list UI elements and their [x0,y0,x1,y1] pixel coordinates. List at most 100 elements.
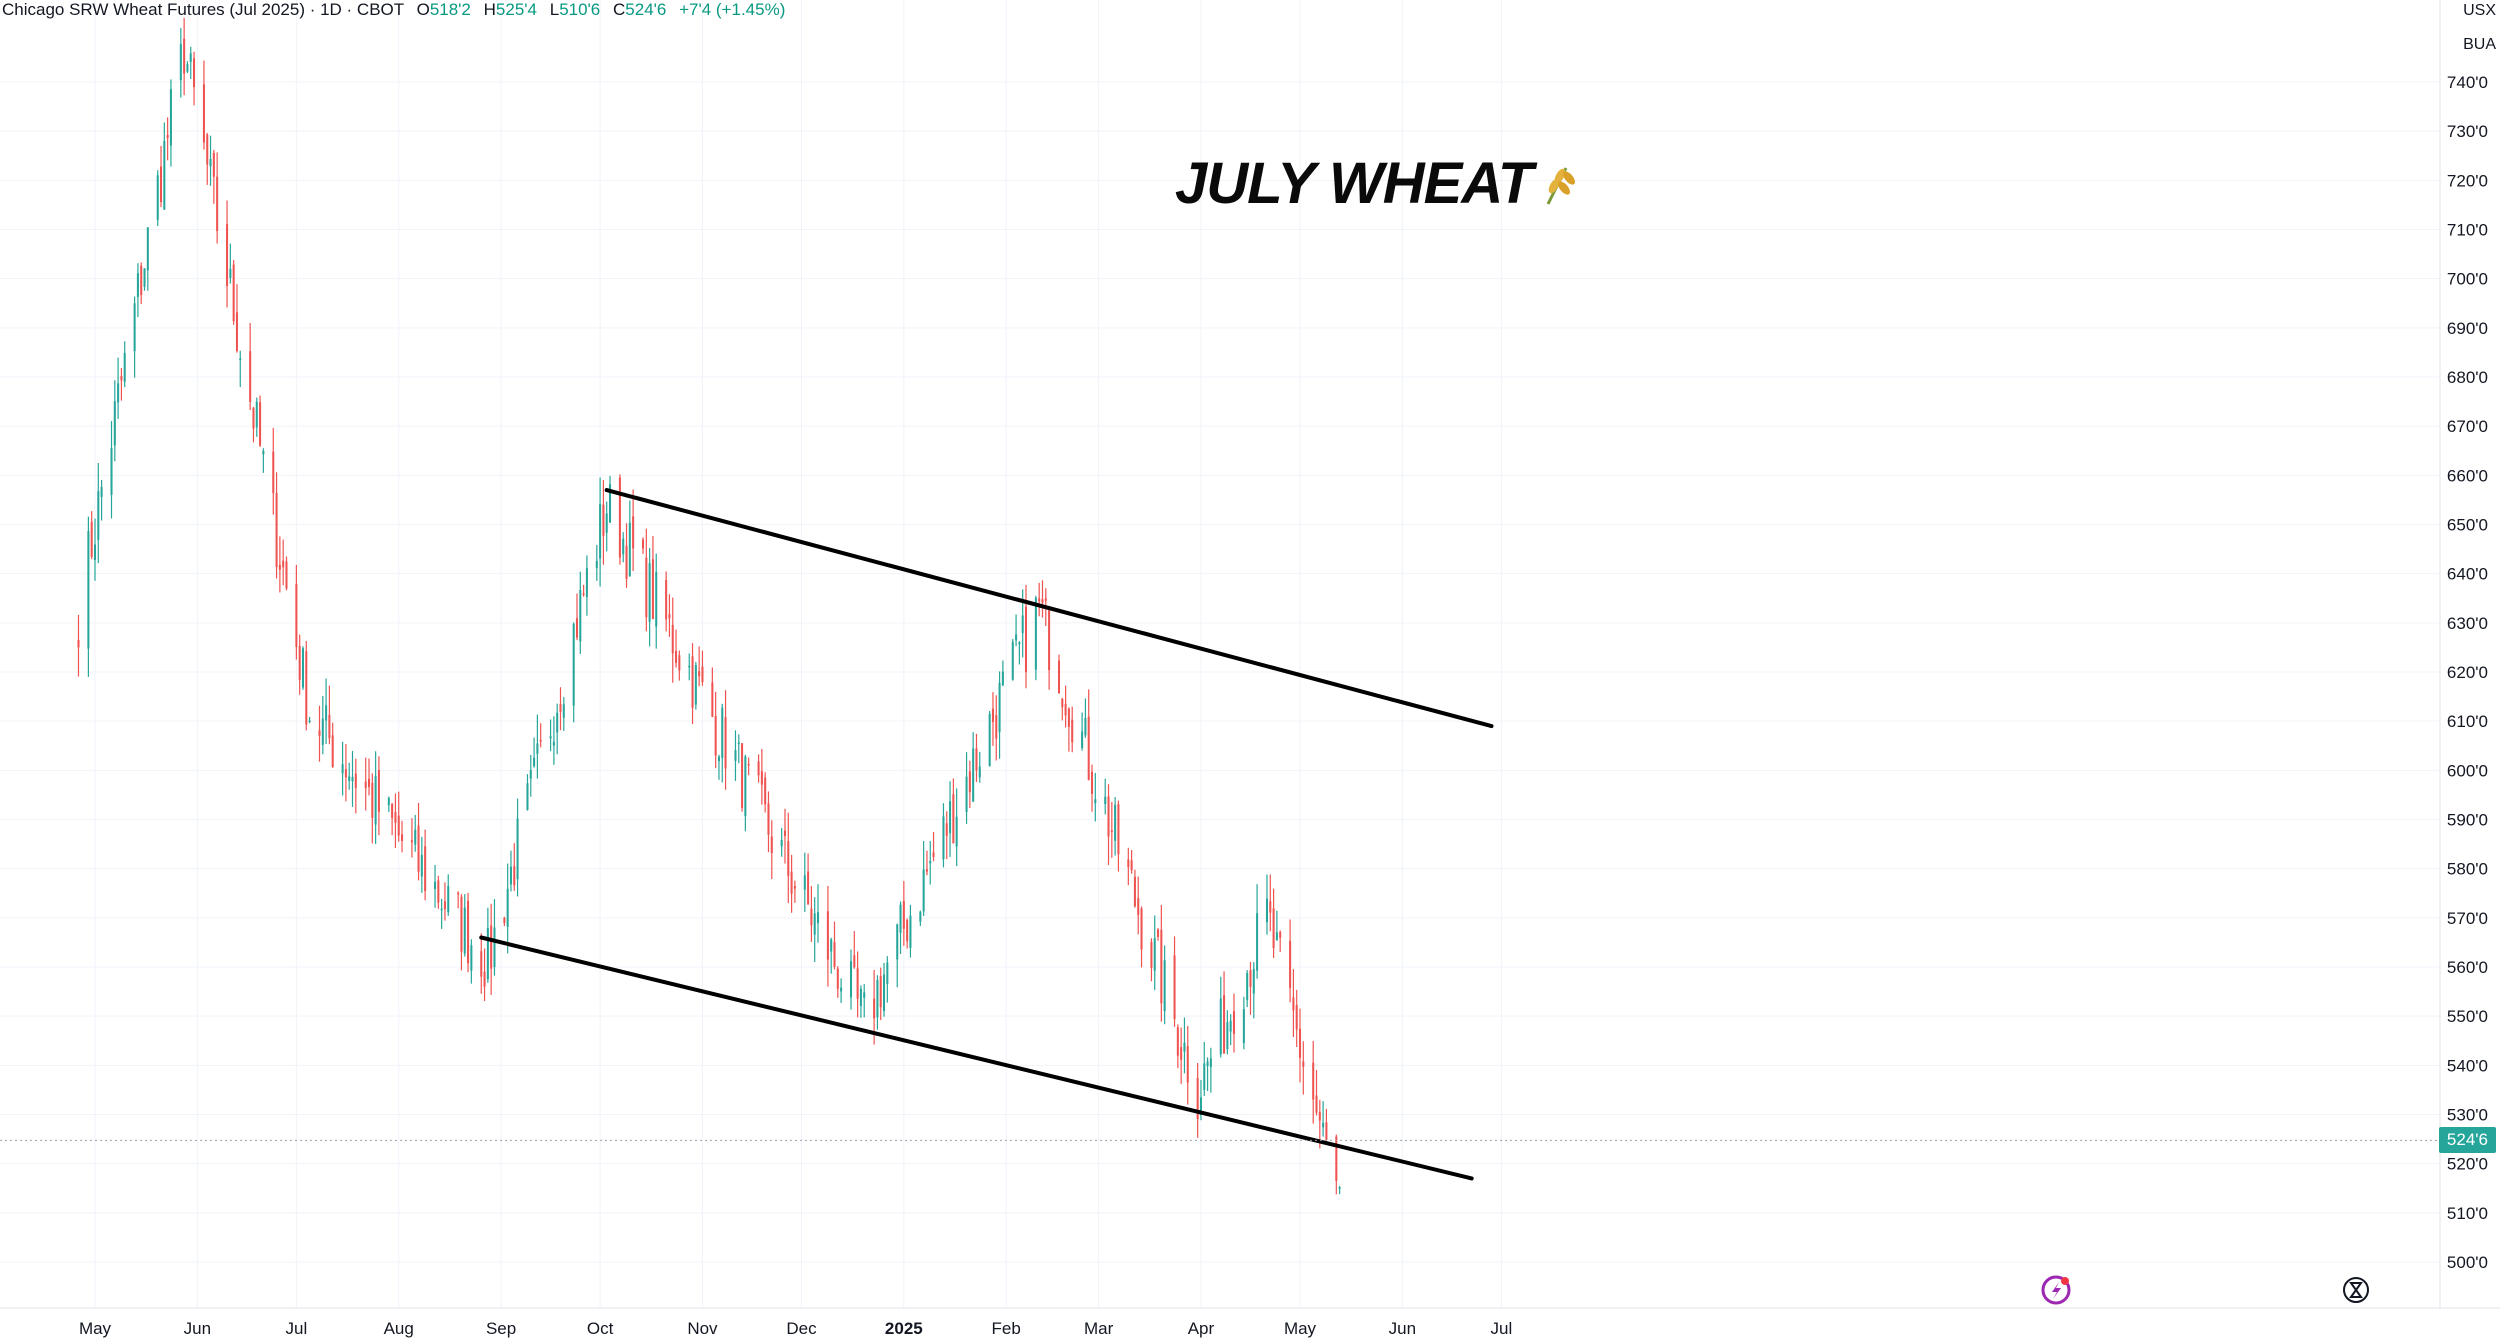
candle-body [351,776,354,782]
candle-body [955,816,958,847]
candle-body [1312,1062,1315,1100]
candle-body [1021,615,1024,634]
candle-body [189,53,192,62]
y-tick-label: 510'0 [2447,1204,2488,1223]
change-value: +7'4 (+1.45%) [679,0,786,19]
candle-body [978,766,981,778]
candle-body [1335,1136,1338,1181]
candle-body [849,961,853,998]
candle-body [602,504,605,536]
candle-body [298,645,301,681]
candle-body [539,739,542,742]
candle-body [249,351,252,402]
candle-body [698,671,701,677]
x-tick-label: Sep [486,1319,516,1338]
candle-body [533,757,536,767]
candle-body [856,968,859,999]
candle-body [301,648,305,688]
candle-body [113,401,116,446]
candle-body [605,513,608,533]
candle-body [1176,1027,1179,1056]
candle-body [202,84,205,143]
candle-body [367,778,371,788]
candle-body [1024,606,1028,672]
candle-body [434,881,437,890]
x-tick-label: May [1284,1319,1317,1338]
candle-body [1071,719,1074,743]
candles [77,17,1341,1195]
x-tick-label: Jul [286,1319,308,1338]
candle-body [1044,598,1047,601]
candle-body [146,227,149,271]
candle-body [275,492,278,568]
candle-body [1015,634,1018,641]
last-price-badge: 524'6 [2438,1127,2496,1154]
candle-body [932,852,935,857]
candle-body [1081,731,1084,749]
candle-body [1038,598,1041,602]
candle-body [595,560,598,569]
candle-body [665,579,668,620]
candle-body [93,544,97,560]
y-tick-label: 560'0 [2447,958,2488,977]
candle-body [886,962,889,985]
candle-body [608,484,612,523]
candle-body [655,571,658,627]
candle-body [1292,997,1295,1011]
candle-body [648,563,651,622]
candle-body [272,451,275,494]
chart-legend: Chicago SRW Wheat Futures (Jul 2025) · 1… [2,0,785,20]
candle-body [949,801,952,833]
y-tick-label: 630'0 [2447,614,2488,633]
y-tick-label: 730'0 [2447,122,2488,141]
candle-body [1246,972,1249,1001]
x-axis: May Jun Jul Aug Sep Oct Nov Dec 2025 Feb Mar Apr May… [79,1319,1512,1338]
candle-body [483,971,486,987]
channel-trendline[interactable] [479,935,1474,1181]
y-tick-label: 600'0 [2447,761,2488,780]
candle-body [321,718,324,745]
candle-body [282,560,285,568]
channel-trendline[interactable] [604,488,1494,729]
candle-body [645,557,648,618]
candle-body [331,735,334,767]
candle-body [1322,1122,1325,1128]
candle-body [1275,932,1278,941]
y-tick-label: 660'0 [2447,466,2488,485]
candle-body [559,704,562,712]
hourglass-icon[interactable] [2343,1277,2369,1303]
candle-body [678,655,681,671]
candle-body [156,175,159,220]
open-label: O [416,0,430,19]
candle-body [417,825,420,872]
candle-body [226,223,229,286]
candle-body [632,516,635,549]
candle-body [790,871,793,894]
candle-body [1223,995,1226,1054]
flash-icon[interactable] [2041,1275,2071,1305]
candle-body [1104,796,1107,805]
candle-body [922,869,925,912]
candle-body [1057,660,1061,694]
candle-body [397,815,400,836]
candle-body [780,839,783,847]
candle-body [1203,1063,1206,1090]
candle-body [1298,1028,1302,1058]
candle-body [169,89,172,146]
candle-body [183,38,186,74]
candle-body [793,885,796,889]
candle-body [259,402,262,446]
candle-body [143,268,146,287]
candle-body [490,925,493,969]
candle-body [701,666,704,683]
candle-body [691,656,694,708]
y-tick-label: 640'0 [2447,565,2488,584]
candle-body [513,866,516,886]
candle-body [787,841,790,876]
candle-body [1048,610,1051,671]
candle-body [206,134,209,165]
candle-body [1186,1046,1189,1083]
candle-body [945,823,948,836]
candle-body [975,748,978,771]
